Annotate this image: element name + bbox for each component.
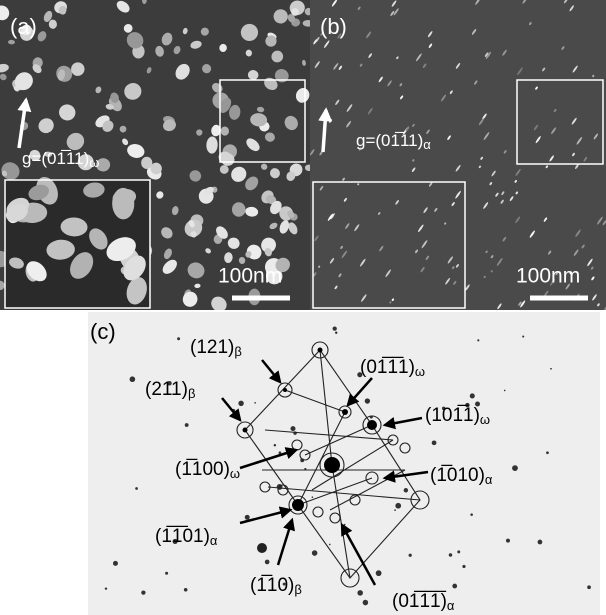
phase: β [294,582,301,597]
panel-label: (b) [320,14,347,39]
spot [462,565,465,568]
spot [363,600,369,606]
spot [254,402,256,404]
spot [265,560,270,565]
spot [184,588,188,592]
spot [432,440,437,445]
miller-index: (101̅1) [425,405,480,426]
spot [185,423,189,427]
spot-label: (1̅10)β [250,575,302,597]
spot [165,572,168,575]
spot [335,331,337,333]
spot [245,515,250,520]
spot [395,503,401,509]
spot [409,554,412,557]
phase: ω [230,466,240,481]
miller-index: (1̅100) [175,459,230,480]
scale-bar-label: 100nm [218,265,282,288]
spot [376,570,382,576]
spot [457,550,460,553]
figure: (a) g=(01̅11)ω 100nm (b) g=(01̅11)α 100n… [0,0,606,615]
g-vector-text: g=(01̅11) [356,131,423,150]
spot [394,509,396,511]
phase: ω [415,364,425,379]
phase: ω [89,155,99,170]
panel-a-inset [3,174,150,308]
spot [550,368,552,370]
spot [177,337,180,340]
spot [113,561,118,566]
spot [333,326,337,330]
miller-index: (01̅1̅1̅) [392,591,447,612]
spot-label: (211)β [145,379,195,401]
spot [329,544,331,546]
g-vector-text: g=(01̅11) [22,149,89,168]
spot-label: (1̅1̅01)α [155,526,218,548]
scale-bar-label: 100nm [516,265,580,288]
phase: ω [480,412,490,427]
spot [130,376,136,382]
spot [477,339,479,341]
phase: β [234,344,241,359]
spot-label: (1̅010)α [430,465,493,487]
phase: α [485,472,493,487]
spot [512,468,514,470]
phase: β [188,386,195,401]
spot [449,553,452,556]
spot-label: (121)β [190,337,242,359]
spot [344,524,346,526]
spot [506,539,510,543]
spot [238,401,243,406]
spot [522,336,524,338]
panel-label: (c) [90,319,116,344]
panel-label: (a) [10,14,37,39]
spot [257,543,267,553]
phase: α [423,137,431,152]
phase: α [447,598,455,613]
spot [404,488,408,492]
spot [141,590,145,594]
particle [232,202,246,217]
miller-index: (211) [145,379,188,400]
miller-index: (1̅10) [250,575,294,596]
spot [470,393,475,398]
spot [274,444,276,446]
spot [538,540,543,545]
spot [357,590,363,596]
spot [365,398,370,403]
spot [312,496,314,498]
spot [504,390,506,392]
spot [587,585,591,589]
miller-index: (1̅010) [430,465,485,486]
g-vector: g=(01̅11)α [356,131,431,152]
spot [452,584,457,589]
miller-index: (1̅1̅01) [155,526,210,547]
spot [546,451,549,454]
miller-index: (121) [190,337,234,358]
phase: α [210,533,218,548]
miller-index: (01̅1̅1) [360,357,415,378]
spot [470,513,473,516]
spot [105,587,107,589]
g-vector: g=(01̅11)ω [22,149,99,170]
spot-label: (01̅1̅1̅)α [392,591,455,613]
spot [135,487,138,490]
spot [312,550,318,556]
spot [290,426,295,431]
